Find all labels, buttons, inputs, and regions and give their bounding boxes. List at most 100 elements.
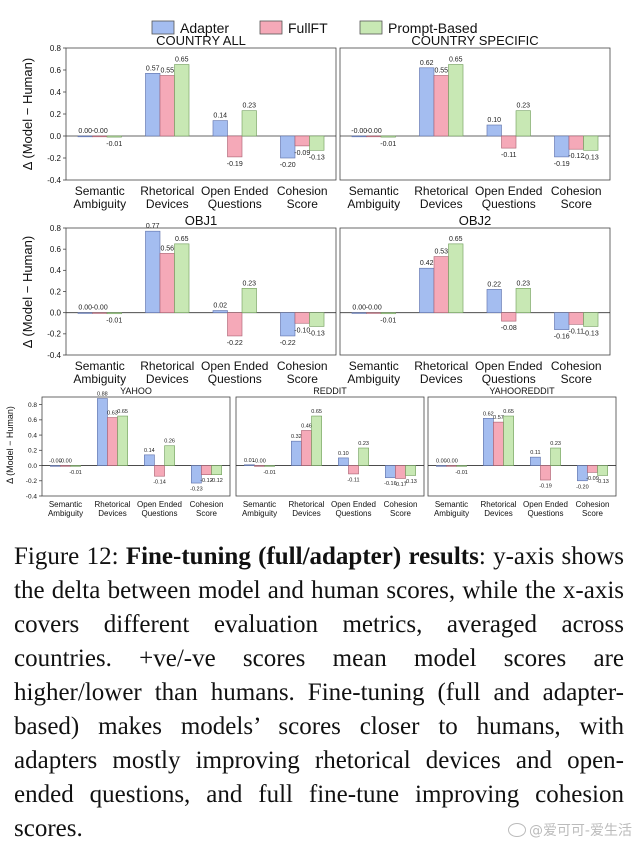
bar xyxy=(419,67,435,137)
bar-value-label: 0.00 xyxy=(78,128,92,135)
bar xyxy=(530,456,541,466)
bar-value-label: 0.65 xyxy=(449,236,463,243)
bar-value-label: 0.10 xyxy=(338,451,349,457)
bar-value-label: -0.14 xyxy=(153,480,166,486)
bar-value-label: -0.13 xyxy=(309,330,325,337)
x-tick-label: Devices xyxy=(420,372,463,386)
bar-value-label: 0.23 xyxy=(242,103,256,110)
y-axis-label-2: Δ (Model − Human) xyxy=(5,406,15,484)
bar-value-label: -0.19 xyxy=(554,161,570,168)
x-tick-label: Questions xyxy=(335,509,371,518)
bar xyxy=(583,312,599,327)
x-tick-label: Cohesion xyxy=(551,359,602,373)
x-tick-label: Cohesion xyxy=(277,184,328,198)
bar xyxy=(241,288,257,313)
panel-title-5: REDDIT xyxy=(313,386,347,396)
bar xyxy=(159,75,175,137)
bar xyxy=(448,64,464,137)
bar-value-label: -0.13 xyxy=(583,330,599,337)
bar-value-label: -0.17 xyxy=(394,482,407,488)
bar xyxy=(503,415,514,466)
bar-value-label: -0.01 xyxy=(69,470,82,476)
bar xyxy=(486,289,502,313)
bar-value-label: -0.22 xyxy=(280,340,296,347)
bar xyxy=(201,465,212,475)
panel-title-4: YAHOO xyxy=(120,386,152,396)
y-tick-label: 0.4 xyxy=(50,266,62,275)
x-tick-label: Score xyxy=(196,509,217,518)
x-tick-label: Semantic xyxy=(349,184,399,198)
bar-value-label: 0.65 xyxy=(175,236,189,243)
bar xyxy=(280,312,296,337)
bar-value-label: 0.26 xyxy=(164,439,175,445)
bar-value-label: 0.57 xyxy=(146,65,160,72)
y-tick-label: 0.8 xyxy=(50,224,62,233)
bar-value-label: 0.63 xyxy=(107,411,118,417)
x-tick-label: Score xyxy=(561,372,593,386)
legend-label-1: FullFT xyxy=(288,20,328,36)
x-tick-label: Score xyxy=(582,509,603,518)
bar-value-label: 0.55 xyxy=(434,68,448,75)
bar-value-label: 0.23 xyxy=(516,103,530,110)
y-tick-label: -0.2 xyxy=(47,330,61,339)
bar-value-label: 0.65 xyxy=(117,409,128,415)
bar-value-label: -0.12 xyxy=(568,153,584,160)
bar-value-label: 0.62 xyxy=(483,411,494,417)
watermark: @爱可可-爱生活 xyxy=(507,820,632,840)
bar xyxy=(174,64,190,137)
bar-value-label: -0.00 xyxy=(49,459,62,465)
bar xyxy=(211,465,222,475)
bar-value-label: 0.23 xyxy=(550,441,561,447)
y-tick-label: 0.2 xyxy=(28,448,37,455)
x-tick-label: Devices xyxy=(292,509,320,518)
bar-value-label: 0.42 xyxy=(420,260,434,267)
bar-value-label: 0.23 xyxy=(358,441,369,447)
legend-swatch-2 xyxy=(359,20,383,35)
bar xyxy=(309,135,325,151)
bar-value-label: 0.65 xyxy=(449,57,463,64)
x-tick-label: Ambiguity xyxy=(73,197,126,211)
bar xyxy=(568,135,584,150)
bar xyxy=(583,135,599,151)
bar xyxy=(92,312,108,314)
x-tick-label: Semantic xyxy=(49,500,82,509)
bar-value-label: -0.01 xyxy=(106,141,122,148)
bar xyxy=(280,135,296,159)
bar xyxy=(154,465,165,477)
bar xyxy=(145,73,161,137)
x-tick-label: Ambiguity xyxy=(347,372,400,386)
bar xyxy=(227,135,243,158)
x-tick-label: Questions xyxy=(482,372,536,386)
x-tick-label: Questions xyxy=(527,509,563,518)
bar xyxy=(309,312,325,327)
x-tick-label: Open Ended xyxy=(137,500,182,509)
bar xyxy=(433,256,449,313)
y-tick-label: 0.4 xyxy=(28,432,37,439)
bar xyxy=(77,312,93,314)
bar-value-label: -0.01 xyxy=(263,470,276,476)
bar xyxy=(366,135,382,138)
x-tick-label: Score xyxy=(287,372,319,386)
bar xyxy=(448,243,464,313)
x-tick-label: Rhetorical xyxy=(140,184,194,198)
y-tick-label: 0.6 xyxy=(50,66,62,75)
x-tick-label: Questions xyxy=(141,509,177,518)
bar-value-label: 0.01 xyxy=(244,458,255,464)
bar-value-label: 0.14 xyxy=(144,448,155,454)
bar xyxy=(60,465,71,467)
bar-value-label: -0.00 xyxy=(366,305,382,312)
bar-value-label: -0.01 xyxy=(106,318,122,325)
bar-value-label: 0.00 xyxy=(436,459,447,465)
x-tick-label: Open Ended xyxy=(331,500,376,509)
bar xyxy=(419,267,435,313)
x-tick-label: Open Ended xyxy=(523,500,568,509)
panel-title-2: OBJ1 xyxy=(185,213,218,228)
bar xyxy=(515,288,531,313)
bar xyxy=(301,430,312,466)
x-tick-label: Devices xyxy=(98,509,126,518)
figure-caption: Figure 12: Fine-tuning (full/adapter) re… xyxy=(14,540,624,846)
bar xyxy=(212,120,228,137)
y-tick-label: -0.4 xyxy=(47,351,61,360)
x-tick-label: Devices xyxy=(420,197,463,211)
bar-value-label: -0.13 xyxy=(309,154,325,161)
